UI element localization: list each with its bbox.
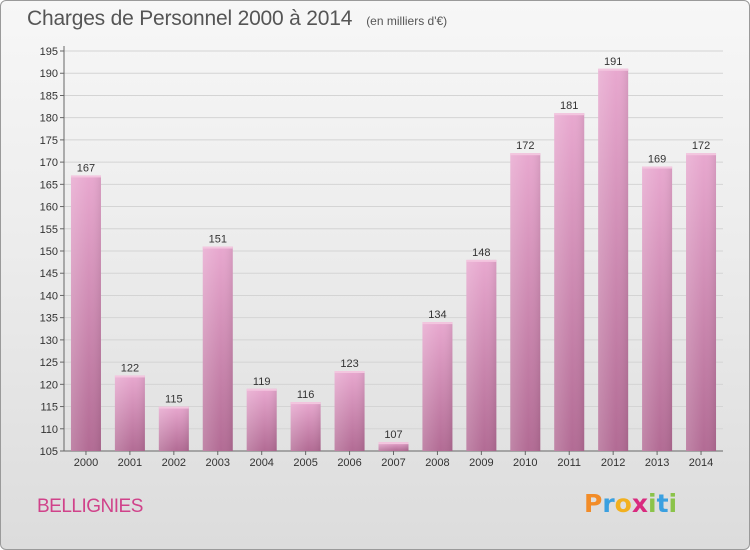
y-tick-label: 190	[40, 68, 58, 80]
y-tick-label: 140	[40, 290, 58, 302]
bar-top-edge	[598, 68, 629, 71]
bar-shade	[202, 246, 233, 451]
bar-shade	[158, 406, 189, 451]
y-tick-label: 155	[40, 224, 58, 236]
x-tick-label: 2001	[118, 457, 142, 469]
bar-shade	[114, 375, 145, 451]
y-tick-label: 145	[40, 268, 58, 280]
bar-top-edge	[466, 259, 497, 262]
bar-shade	[70, 175, 101, 451]
x-tick-label: 2005	[293, 457, 317, 469]
x-tick-label: 2009	[469, 457, 493, 469]
bar-shade	[422, 322, 453, 451]
data-label: 191	[604, 56, 622, 68]
x-tick-label: 2002	[162, 457, 186, 469]
data-label: 167	[77, 162, 95, 174]
bar-shade	[466, 259, 497, 451]
y-tick-label: 160	[40, 202, 58, 214]
data-label: 107	[384, 429, 402, 441]
x-tick-label: 2011	[557, 457, 581, 469]
x-tick-label: 2000	[74, 457, 98, 469]
y-tick-label: 110	[40, 424, 58, 436]
y-tick-label: 135	[40, 313, 58, 325]
bar-top-edge	[158, 406, 189, 409]
y-tick-label: 120	[40, 379, 58, 391]
data-label: 181	[560, 100, 578, 112]
bar-top-edge	[686, 153, 717, 156]
bar-top-edge	[246, 388, 277, 391]
bar-shade	[378, 442, 409, 451]
data-label: 172	[516, 140, 534, 152]
data-label: 116	[297, 389, 315, 401]
commune-name: BELLIGNIES	[37, 496, 143, 517]
data-label: 115	[165, 394, 183, 406]
x-tick-label: 2013	[645, 457, 669, 469]
logo-letter: i	[648, 489, 657, 518]
bar-top-edge	[510, 153, 541, 156]
bar-top-edge	[554, 113, 585, 116]
data-label: 172	[692, 140, 710, 152]
bar-shade	[554, 113, 585, 451]
y-tick-label: 105	[40, 446, 58, 458]
data-label: 148	[472, 247, 490, 259]
y-tick-label: 125	[40, 357, 58, 369]
logo-letter: x	[631, 489, 648, 518]
x-tick-label: 2004	[249, 457, 273, 469]
bar-top-edge	[114, 375, 145, 378]
y-tick-label: 170	[40, 157, 58, 169]
y-tick-label: 185	[40, 90, 58, 102]
chart-title-text: Charges de Personnel 2000 à 2014	[27, 7, 353, 30]
proxiti-logo[interactable]: Proxiti	[584, 489, 677, 518]
y-tick-label: 165	[40, 179, 58, 191]
y-tick-label: 180	[40, 113, 58, 125]
logo-letter: P	[584, 489, 603, 518]
data-label: 119	[253, 376, 271, 388]
logo-letter: t	[656, 489, 669, 518]
bar-shade	[246, 388, 277, 451]
bar-shade	[598, 68, 629, 452]
chart-subtitle: (en milliers d'€)	[366, 14, 448, 28]
chart-title: Charges de Personnel 2000 à 2014 (en mill…	[27, 7, 447, 31]
data-label: 151	[209, 234, 227, 246]
y-tick-label: 175	[40, 135, 58, 147]
data-label: 122	[121, 362, 139, 374]
y-tick-label: 195	[40, 46, 58, 58]
x-tick-label: 2014	[689, 457, 713, 469]
bar-top-edge	[334, 371, 365, 373]
x-tick-label: 2012	[601, 457, 625, 469]
bar-top-edge	[378, 442, 409, 445]
bar-top-edge	[422, 322, 453, 325]
x-tick-label: 2007	[381, 457, 405, 469]
logo-letter: o	[614, 489, 632, 518]
y-tick-label: 150	[40, 246, 58, 258]
bar-shade	[642, 166, 673, 452]
data-label: 123	[340, 358, 358, 370]
x-tick-label: 2003	[206, 457, 230, 469]
bar-top-edge	[290, 402, 321, 405]
bar-top-edge	[70, 175, 101, 178]
logo-letter: r	[602, 489, 615, 518]
y-tick-label: 115	[40, 402, 58, 414]
bar-shade	[510, 153, 541, 451]
x-tick-label: 2008	[425, 457, 449, 469]
data-label: 134	[428, 309, 446, 321]
bar-top-edge	[202, 246, 233, 249]
bar-shade	[334, 371, 365, 451]
y-tick-label: 130	[40, 335, 58, 347]
x-tick-label: 2006	[337, 457, 361, 469]
bar-shade	[686, 153, 717, 451]
x-tick-label: 2010	[513, 457, 537, 469]
bar-top-edge	[642, 166, 673, 169]
data-label: 169	[648, 154, 666, 166]
logo-letter: i	[668, 489, 678, 518]
bar-shade	[290, 402, 321, 451]
